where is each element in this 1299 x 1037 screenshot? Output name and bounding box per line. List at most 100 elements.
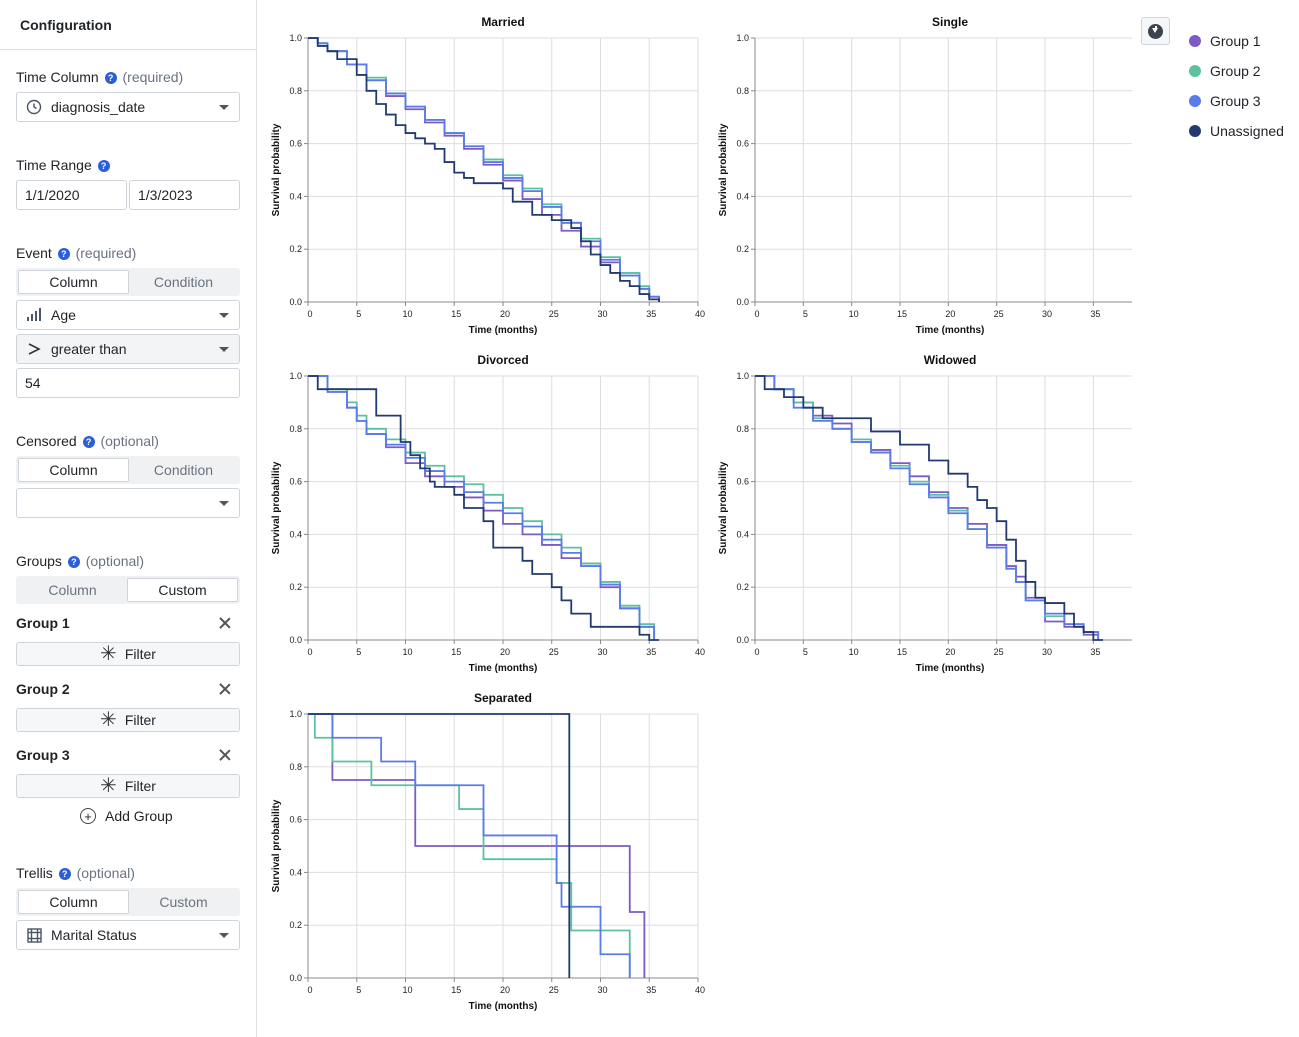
x-tick-label: 25 [994, 647, 1004, 657]
x-tick-label: 35 [1090, 309, 1100, 319]
close-icon[interactable] [218, 616, 232, 630]
y-tick-label: 0.6 [289, 815, 302, 825]
x-tick-label: 25 [549, 309, 559, 319]
group-3-filter-button[interactable]: ✳ Filter [16, 774, 240, 798]
y-tick-label: 0.4 [736, 191, 749, 201]
groups-mode-column[interactable]: Column [48, 582, 97, 598]
censored-mode-condition[interactable]: Condition [153, 462, 214, 478]
time-range-start-value: 1/1/2020 [25, 187, 80, 203]
event-value-input[interactable]: 54 [16, 368, 240, 398]
time-column-note: (required) [122, 69, 184, 85]
help-icon[interactable]: ? [67, 556, 80, 568]
series-line [308, 375, 656, 640]
trellis-mode-column[interactable]: Column [18, 890, 129, 914]
legend-swatch [1189, 35, 1201, 47]
download-button[interactable] [1141, 17, 1170, 45]
x-tick-label: 40 [695, 985, 705, 995]
event-operator-select[interactable]: greater than [16, 334, 240, 364]
help-icon[interactable]: ? [82, 436, 95, 448]
x-axis-label: Time (months) [469, 1001, 538, 1012]
chart-title: Divorced [477, 353, 528, 367]
event-mode-column[interactable]: Column [18, 270, 129, 294]
y-tick-label: 1.0 [289, 33, 302, 43]
help-icon[interactable]: ? [58, 868, 71, 880]
legend-swatch [1189, 125, 1201, 137]
group-2-filter-button[interactable]: ✳ Filter [16, 708, 240, 732]
x-tick-label: 10 [402, 309, 412, 319]
time-column-select[interactable]: diagnosis_date [16, 92, 240, 122]
help-icon[interactable]: ? [57, 248, 70, 260]
legend-swatch [1189, 65, 1201, 77]
group-2-title: Group 2 [16, 681, 70, 697]
y-axis-label: Survival probability [718, 461, 729, 554]
time-range-start-input[interactable]: 1/1/2020 [16, 180, 127, 210]
x-tick-label: 0 [307, 985, 312, 995]
close-icon[interactable] [218, 748, 232, 762]
trellis-column-select[interactable]: Marital Status [16, 920, 240, 950]
censored-column-select[interactable] [16, 488, 240, 518]
group-1-filter-button[interactable]: ✳ Filter [16, 642, 240, 666]
groups-mode-custom[interactable]: Custom [127, 578, 238, 602]
legend-item[interactable]: Group 3 [1189, 86, 1284, 116]
censored-mode-column[interactable]: Column [18, 458, 129, 482]
add-group-button[interactable]: + Add Group [80, 808, 173, 824]
trellis-column-value: Marital Status [51, 927, 137, 943]
series-line [308, 37, 660, 302]
x-tick-label: 30 [1042, 647, 1052, 657]
event-mode-condition[interactable]: Condition [153, 274, 214, 290]
groups-label-text: Groups [16, 553, 62, 569]
x-tick-label: 15 [897, 647, 907, 657]
x-tick-label: 40 [695, 647, 705, 657]
chart-area: 0 5 10 15 20 25 30 35 40 0.0 0.2 0.4 0.6 0.8 1.0 Marrie… [258, 0, 1299, 1037]
chart-title: Married [481, 15, 524, 29]
time-range-end-input[interactable]: 1/3/2023 [129, 180, 240, 210]
chevron-down-icon [219, 933, 229, 938]
greater-than-icon [25, 341, 43, 357]
y-tick-label: 1.0 [289, 709, 302, 719]
event-value-text: 54 [25, 375, 41, 391]
help-icon[interactable]: ? [104, 72, 117, 84]
x-tick-label: 10 [849, 309, 859, 319]
legend-item[interactable]: Unassigned [1189, 116, 1284, 146]
chart-title: Single [932, 15, 968, 29]
x-tick-label: 10 [402, 647, 412, 657]
x-tick-label: 30 [597, 985, 607, 995]
group-3-title: Group 3 [16, 747, 70, 763]
trellis-mode-custom[interactable]: Custom [159, 894, 208, 910]
y-tick-label: 1.0 [736, 371, 749, 381]
series-line [755, 375, 1100, 640]
x-tick-label: 35 [646, 309, 656, 319]
censored-label-text: Censored [16, 433, 77, 449]
time-column-label-text: Time Column [16, 69, 99, 85]
y-tick-label: 0.2 [289, 244, 302, 254]
close-icon[interactable] [218, 682, 232, 696]
censored-mode-toggle: Column Condition [16, 456, 240, 484]
y-tick-label: 1.0 [289, 371, 302, 381]
x-tick-label: 25 [994, 309, 1004, 319]
x-tick-label: 35 [646, 985, 656, 995]
chart-panel: 0 5 10 15 20 25 30 35 0.0 0.2 0.4 0.6 0.8 1.0 Single Ti… [718, 15, 1132, 336]
censored-note: (optional) [100, 433, 159, 449]
groups-label: Groups ? (optional) [16, 553, 144, 569]
x-tick-label: 20 [945, 309, 955, 319]
chevron-down-icon [219, 105, 229, 110]
y-tick-label: 0.0 [289, 635, 302, 645]
event-column-select[interactable]: Age [16, 300, 240, 330]
download-icon [1148, 23, 1163, 39]
survival-charts: 0 5 10 15 20 25 30 35 40 0.0 0.2 0.4 0.6 0.8 1.0 Marrie… [271, 15, 1132, 1012]
filter-label: Filter [124, 646, 156, 662]
chart-legend: Group 1 Group 2 Group 3 Unassigned [1189, 26, 1284, 146]
y-tick-label: 0.2 [736, 244, 749, 254]
series-line [308, 713, 631, 978]
help-icon[interactable]: ? [97, 160, 110, 172]
add-group-label: Add Group [105, 808, 173, 824]
legend-item[interactable]: Group 1 [1189, 26, 1284, 56]
y-tick-label: 0.6 [736, 139, 749, 149]
y-tick-label: 0.8 [289, 86, 302, 96]
y-tick-label: 0.8 [736, 86, 749, 96]
y-tick-label: 0.6 [289, 477, 302, 487]
legend-item[interactable]: Group 2 [1189, 56, 1284, 86]
x-tick-label: 30 [597, 647, 607, 657]
y-axis-label: Survival probability [271, 123, 282, 216]
y-axis-label: Survival probability [271, 799, 282, 892]
